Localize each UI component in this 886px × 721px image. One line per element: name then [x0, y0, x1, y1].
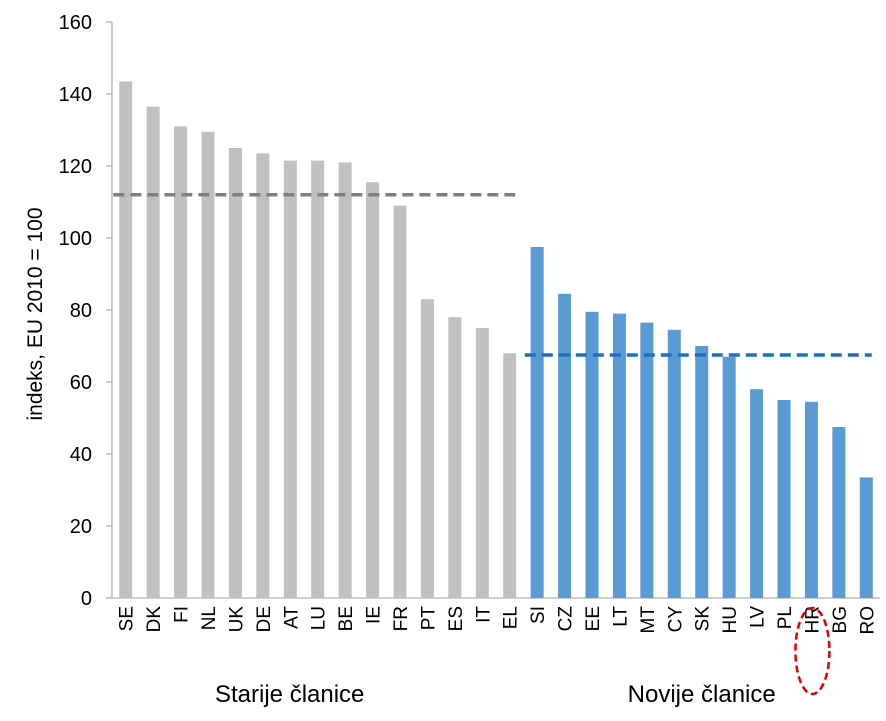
y-ticks: 0 20 40 60 80 100 120 140 160 [59, 12, 112, 610]
group-labels: Starije članice Novije članice [215, 681, 776, 708]
y-tick-label: 140 [59, 84, 92, 106]
y-axis-label-group: indeks, EU 2010 = 100 [24, 207, 47, 420]
x-tick-label-hr: HR [802, 606, 823, 633]
group-label-old-members: Starije članice [215, 681, 364, 708]
bar-uk [228, 148, 242, 598]
highlight [794, 606, 831, 696]
bar-el [503, 353, 517, 598]
bar-ro [859, 477, 873, 598]
x-tick-label-ie: IE [364, 606, 385, 624]
x-tick-label-si: SI [528, 606, 549, 624]
x-tick-label-it: IT [473, 606, 494, 623]
x-tick-label-at: AT [281, 606, 302, 629]
bar-lu [311, 160, 325, 598]
highlight-ellipse-hr [794, 606, 831, 696]
x-tick-label-hu: HU [720, 606, 741, 633]
x-tick-label-lu: LU [309, 606, 330, 630]
bar-si [530, 247, 544, 598]
average-lines [113, 193, 872, 357]
bar-se [119, 81, 133, 598]
x-tick-label-se: SE [117, 606, 138, 631]
x-tick-label-nl: NL [199, 606, 220, 630]
y-tick-label: 0 [81, 588, 92, 610]
x-tick-label-pt: PT [418, 606, 439, 631]
y-axis-label: indeks, EU 2010 = 100 [24, 207, 47, 420]
x-tick-label-ee: EE [583, 606, 604, 631]
bar-lt [612, 313, 626, 598]
y-tick-label: 20 [70, 516, 92, 538]
x-tick-label-dk: DK [144, 606, 165, 633]
bar-dk [146, 106, 160, 598]
group-label-new-members: Novije članice [628, 681, 776, 708]
x-tick-label-fr: FR [391, 606, 412, 631]
y-tick-label: 80 [70, 300, 92, 322]
bar-bg [832, 427, 846, 598]
bar-es [448, 317, 462, 598]
axes [111, 22, 880, 599]
x-tick-label-pl: PL [775, 606, 796, 629]
bar-ie [366, 182, 380, 598]
bars [119, 81, 873, 599]
bar-lv [750, 389, 764, 598]
bar-at [283, 160, 297, 598]
bar-it [475, 328, 489, 598]
bar-be [338, 162, 352, 598]
bar-fr [393, 205, 407, 598]
x-tick-label-cy: CY [665, 606, 686, 633]
bar-fi [174, 126, 188, 599]
x-tick-label-de: DE [254, 606, 275, 632]
x-tick-label-mt: MT [638, 606, 659, 634]
x-tick-label-be: BE [336, 606, 357, 631]
x-tick-label-ro: RO [857, 606, 878, 635]
bar-pt [420, 299, 434, 598]
x-tick-label-uk: UK [226, 606, 247, 633]
bar-mt [640, 322, 654, 598]
x-tick-label-es: ES [446, 606, 467, 631]
y-tick-label: 160 [59, 12, 92, 34]
bar-cz [558, 293, 572, 598]
bar-hr [804, 401, 818, 598]
bar-pl [777, 400, 791, 598]
bar-de [256, 153, 270, 598]
bar-ee [585, 311, 599, 598]
x-tick-label-cz: CZ [556, 606, 577, 632]
y-tick-label: 100 [59, 228, 92, 250]
x-tick-labels: SE DK FI NL UK DE AT LU BE IE FR PT ES IT EL SI CZ EE LT MT… [117, 606, 879, 635]
bar-sk [695, 346, 709, 598]
x-tick-label-sk: SK [693, 606, 714, 632]
y-tick-label: 40 [70, 444, 92, 466]
x-tick-label-lt: LT [610, 606, 631, 627]
bar-cy [667, 329, 681, 598]
y-tick-label: 120 [59, 156, 92, 178]
bar-nl [201, 131, 215, 599]
y-tick-label: 60 [70, 372, 92, 394]
x-tick-label-bg: BG [830, 606, 851, 633]
x-tick-label-el: EL [501, 606, 522, 629]
x-tick-label-fi: FI [172, 606, 193, 623]
bar-hu [722, 356, 736, 598]
x-tick-label-lv: LV [748, 606, 769, 628]
